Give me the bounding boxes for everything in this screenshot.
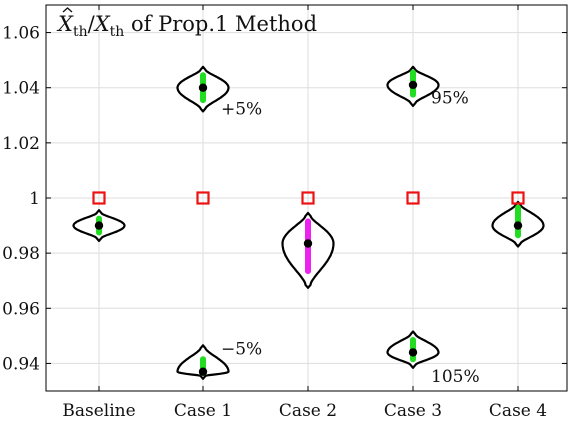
annotation-label: 105% [431,367,480,387]
annotation-label: −5% [221,339,262,359]
annotations: +5% −5% 95% 105% [221,88,480,386]
title-symbol: X [56,12,74,36]
violin-median-point [303,239,313,248]
y-tick-label: 0.96 [2,299,40,319]
grid [46,5,567,391]
y-tick-label: 1.04 [2,79,40,99]
x-tick-label: Case 4 [489,401,547,421]
title-subscript: th [73,24,88,40]
violin-median-point [408,348,418,357]
y-tick-label: 1.02 [2,134,40,154]
axes: 0.94 0.96 0.98 1 1.02 1.04 1.06 Baseline Case 1 C… [2,4,568,421]
x-tick-label: Case 3 [384,401,442,421]
violin-median-point [408,80,418,90]
violins [72,65,545,380]
x-tick-label: Case 1 [174,401,232,421]
violin-median-point [94,221,104,230]
reference-marker [511,191,525,205]
violin-median-point [513,221,523,230]
y-tick-label: 0.98 [2,244,40,264]
annotation-label: +5% [221,99,262,119]
title-subscript: th [110,24,125,40]
x-tick-label: Baseline [62,401,135,421]
reference-marker [301,191,315,205]
violin-median-point [198,83,208,92]
violin-median-point [198,367,208,376]
title-suffix: of Prop.1 Method [124,12,317,36]
reference-marker [92,191,106,205]
x-tick-label: Case 2 [279,401,337,421]
title-slash: / [88,12,96,36]
title-hat [62,7,73,13]
y-tick-label: 0.94 [2,354,40,374]
reference-markers [92,191,525,205]
title-symbol: X [93,12,111,36]
reference-marker [406,191,420,205]
chart-title: Xth/Xth of Prop.1 Method [56,12,317,40]
reference-marker [196,191,210,205]
y-tick-label: 1 [29,189,40,209]
y-tick-label: 1.06 [2,24,40,44]
annotation-label: 95% [431,88,469,108]
